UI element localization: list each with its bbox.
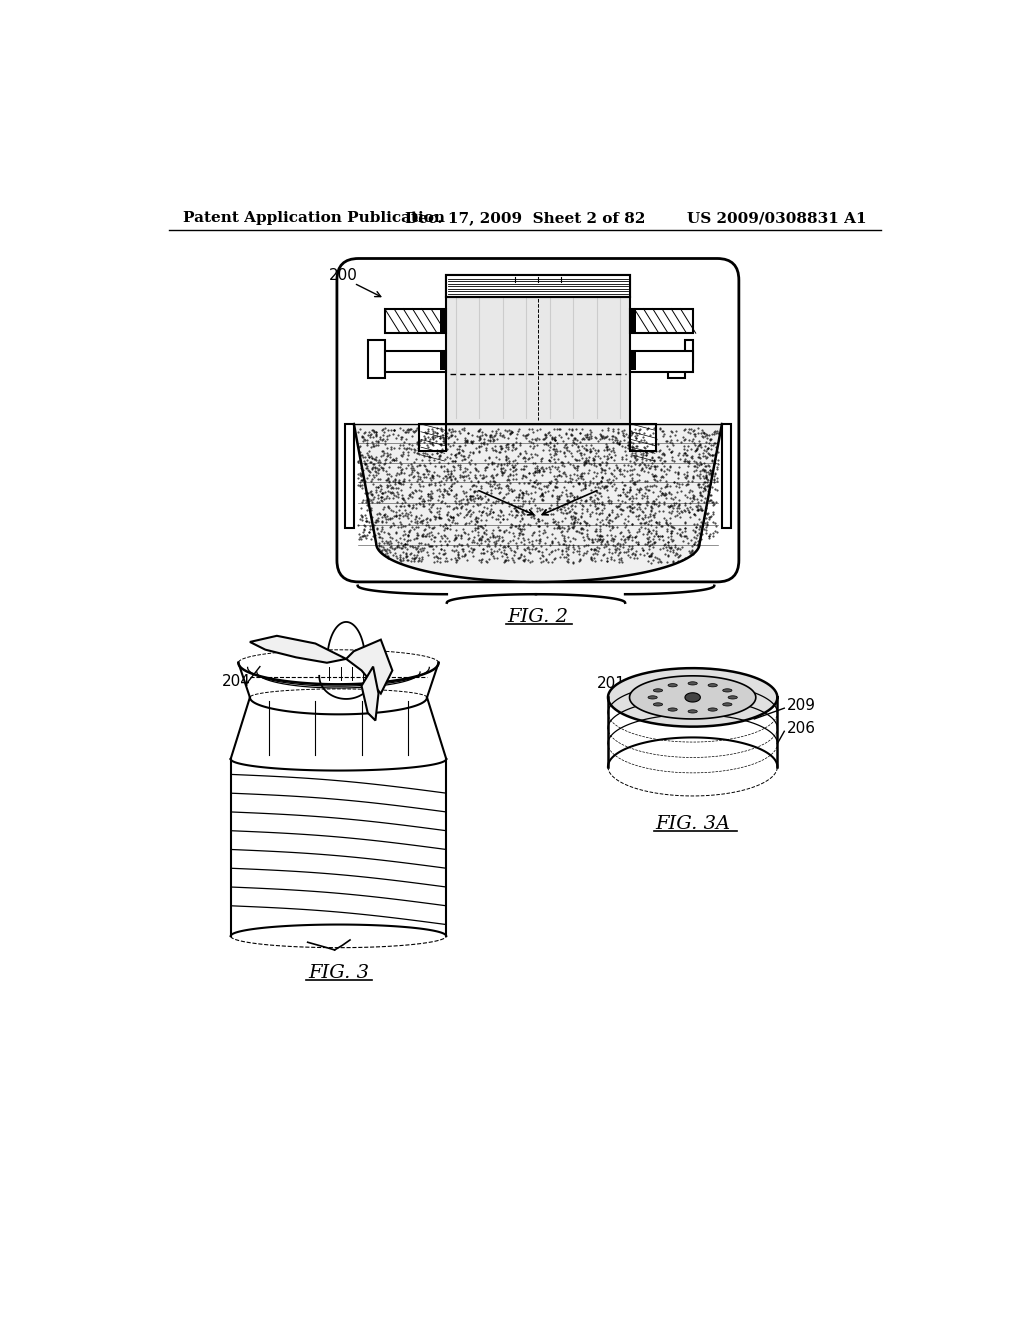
Polygon shape [722,424,731,528]
Polygon shape [630,309,692,333]
Text: Dec. 17, 2009  Sheet 2 of 82: Dec. 17, 2009 Sheet 2 of 82 [404,211,645,226]
Bar [446,276,630,424]
Polygon shape [354,424,722,582]
Text: 200: 200 [330,268,358,282]
Polygon shape [668,684,677,686]
Bar [440,351,446,370]
Polygon shape [385,309,446,333]
Polygon shape [668,708,677,711]
Polygon shape [723,689,732,692]
Polygon shape [608,668,777,726]
Text: Patent Application Publication: Patent Application Publication [183,211,444,226]
Polygon shape [708,684,717,686]
Text: 206: 206 [786,721,815,735]
Polygon shape [688,681,697,685]
Polygon shape [688,710,697,713]
Polygon shape [685,693,700,702]
Polygon shape [346,640,392,693]
Text: FIG. 3A: FIG. 3A [655,816,730,833]
Polygon shape [630,351,692,372]
Text: 204: 204 [221,675,250,689]
Polygon shape [419,424,446,451]
Text: US 2009/0308831 A1: US 2009/0308831 A1 [687,211,866,226]
Bar [446,276,630,424]
Polygon shape [728,696,737,700]
Polygon shape [653,702,663,706]
Text: 201: 201 [597,676,626,692]
Bar [630,309,636,333]
Polygon shape [630,424,656,451]
Polygon shape [648,696,657,700]
Polygon shape [723,702,732,706]
Polygon shape [345,424,354,528]
Polygon shape [385,351,446,372]
Polygon shape [250,636,346,663]
Polygon shape [630,676,756,719]
Polygon shape [708,708,717,711]
Bar [446,276,630,297]
Polygon shape [653,689,663,692]
Bar [440,309,446,333]
Text: FIG. 3: FIG. 3 [308,964,369,982]
Polygon shape [361,667,379,721]
Text: FIG. 2: FIG. 2 [507,609,568,626]
Polygon shape [668,341,692,378]
FancyBboxPatch shape [337,259,739,582]
Text: 209: 209 [786,697,815,713]
Bar [630,351,636,370]
Polygon shape [368,341,385,378]
